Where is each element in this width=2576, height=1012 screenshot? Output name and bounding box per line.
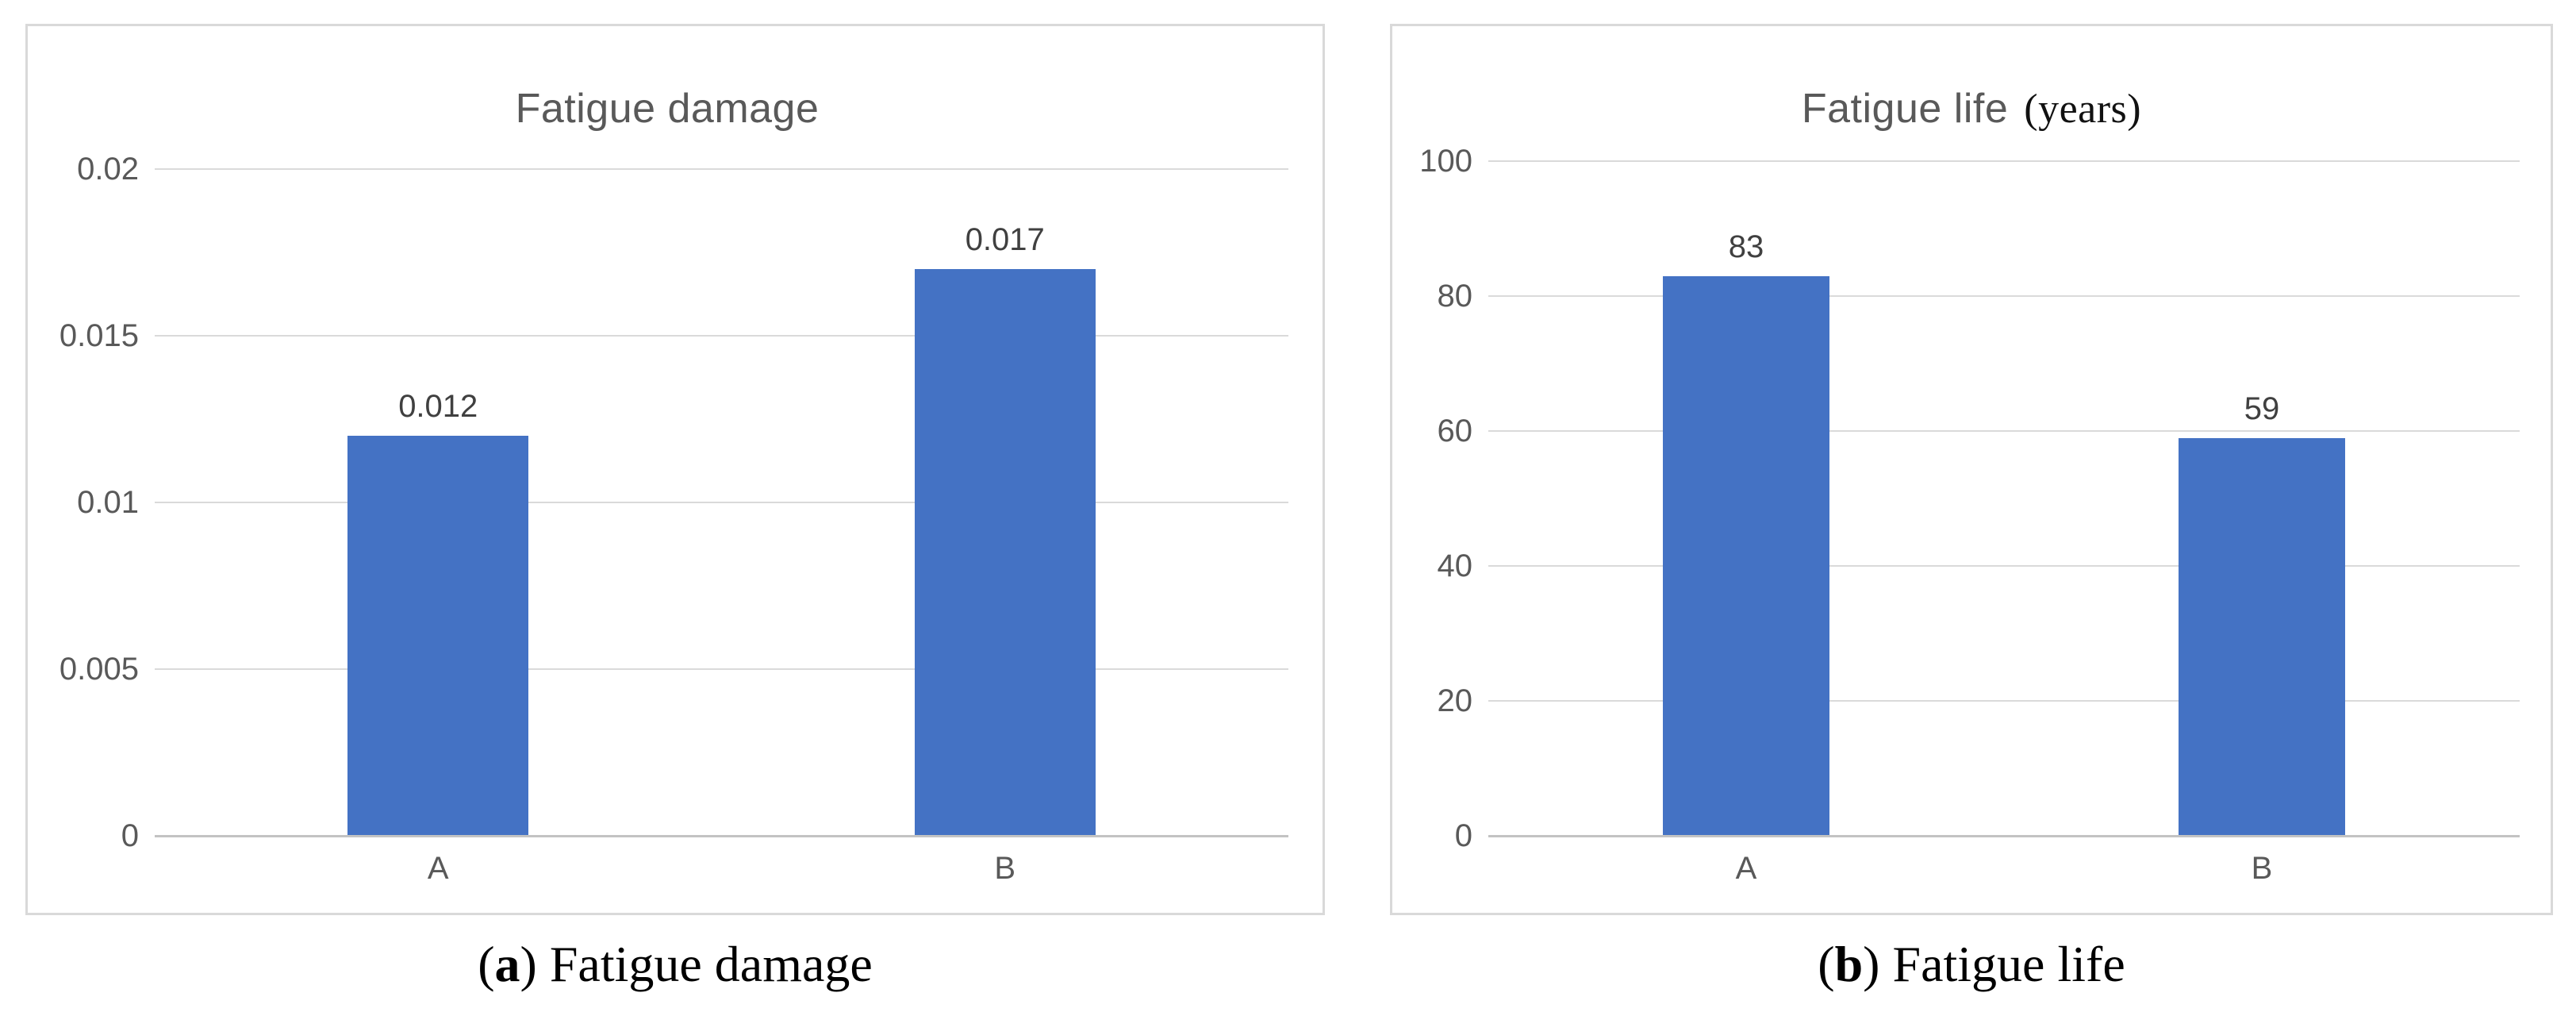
- chart-title: Fatigue damage: [28, 83, 1323, 135]
- gridline-y100: [1488, 160, 2520, 162]
- chart-title-text: Fatigue damage: [515, 86, 820, 132]
- gridline-y40: [1488, 565, 2520, 567]
- caption-letter: a: [494, 936, 520, 992]
- chart-title-suffix: (years): [2024, 87, 2142, 132]
- y-axis-tick-label: 60: [1437, 414, 1473, 448]
- chart-title-text: Fatigue life: [1801, 86, 2009, 132]
- bar-B: [914, 269, 1096, 836]
- bar-data-label: 0.012: [398, 389, 478, 424]
- bar-data-label: 59: [2244, 391, 2280, 426]
- x-axis-category-label: B: [994, 851, 1016, 886]
- bar-B: [2179, 437, 2345, 836]
- chart-panel-fatigue-life: Fatigue life (years) 0 20 40 60 80 100 83 A 59 B: [1390, 24, 2553, 915]
- gridline-y80: [1488, 295, 2520, 297]
- y-axis-tick-label: 80: [1437, 279, 1473, 314]
- y-axis-tick-label: 100: [1419, 144, 1472, 179]
- bar-A: [347, 436, 529, 836]
- gridline-y0.015: [155, 335, 1288, 337]
- y-axis-tick-label: 40: [1437, 548, 1473, 583]
- chart-panel-fatigue-damage: Fatigue damage 0 0.005 0.01 0.015 0.02 0.012 A…: [25, 24, 1325, 915]
- x-axis-category-label: A: [1735, 851, 1757, 886]
- caption-a: (a) Fatigue damage: [25, 935, 1325, 994]
- caption-b: (b) Fatigue life: [1390, 935, 2553, 994]
- caption-letter: b: [1834, 936, 1864, 992]
- gridline-y20: [1488, 700, 2520, 702]
- caption-text: ) Fatigue damage: [520, 936, 873, 992]
- bar-A: [1663, 275, 1829, 836]
- gridline-y0.005: [155, 668, 1288, 670]
- y-axis-tick-label: 20: [1437, 683, 1473, 718]
- gridline-y0.02: [155, 168, 1288, 170]
- bar-data-label: 83: [1728, 229, 1764, 264]
- caption-paren: (: [1818, 936, 1835, 992]
- y-axis-tick-label: 0.02: [77, 152, 139, 187]
- x-axis-category-label: A: [427, 851, 449, 886]
- caption-text: ) Fatigue life: [1863, 936, 2125, 992]
- caption-paren: (: [478, 936, 495, 992]
- gridline-y0.01: [155, 502, 1288, 503]
- x-axis-category-label: B: [2251, 851, 2273, 886]
- y-axis-tick-label: 0: [121, 818, 139, 853]
- y-axis-tick-label: 0.01: [77, 485, 139, 520]
- x-axis-line: [155, 835, 1288, 837]
- gridline-y60: [1488, 430, 2520, 432]
- y-axis-tick-label: 0.015: [59, 318, 139, 353]
- y-axis-tick-label: 0.005: [59, 652, 139, 687]
- x-axis-line: [1488, 835, 2520, 837]
- y-axis-tick-label: 0: [1454, 818, 1472, 853]
- bar-data-label: 0.017: [965, 222, 1045, 257]
- chart-title: Fatigue life (years): [1392, 83, 2551, 135]
